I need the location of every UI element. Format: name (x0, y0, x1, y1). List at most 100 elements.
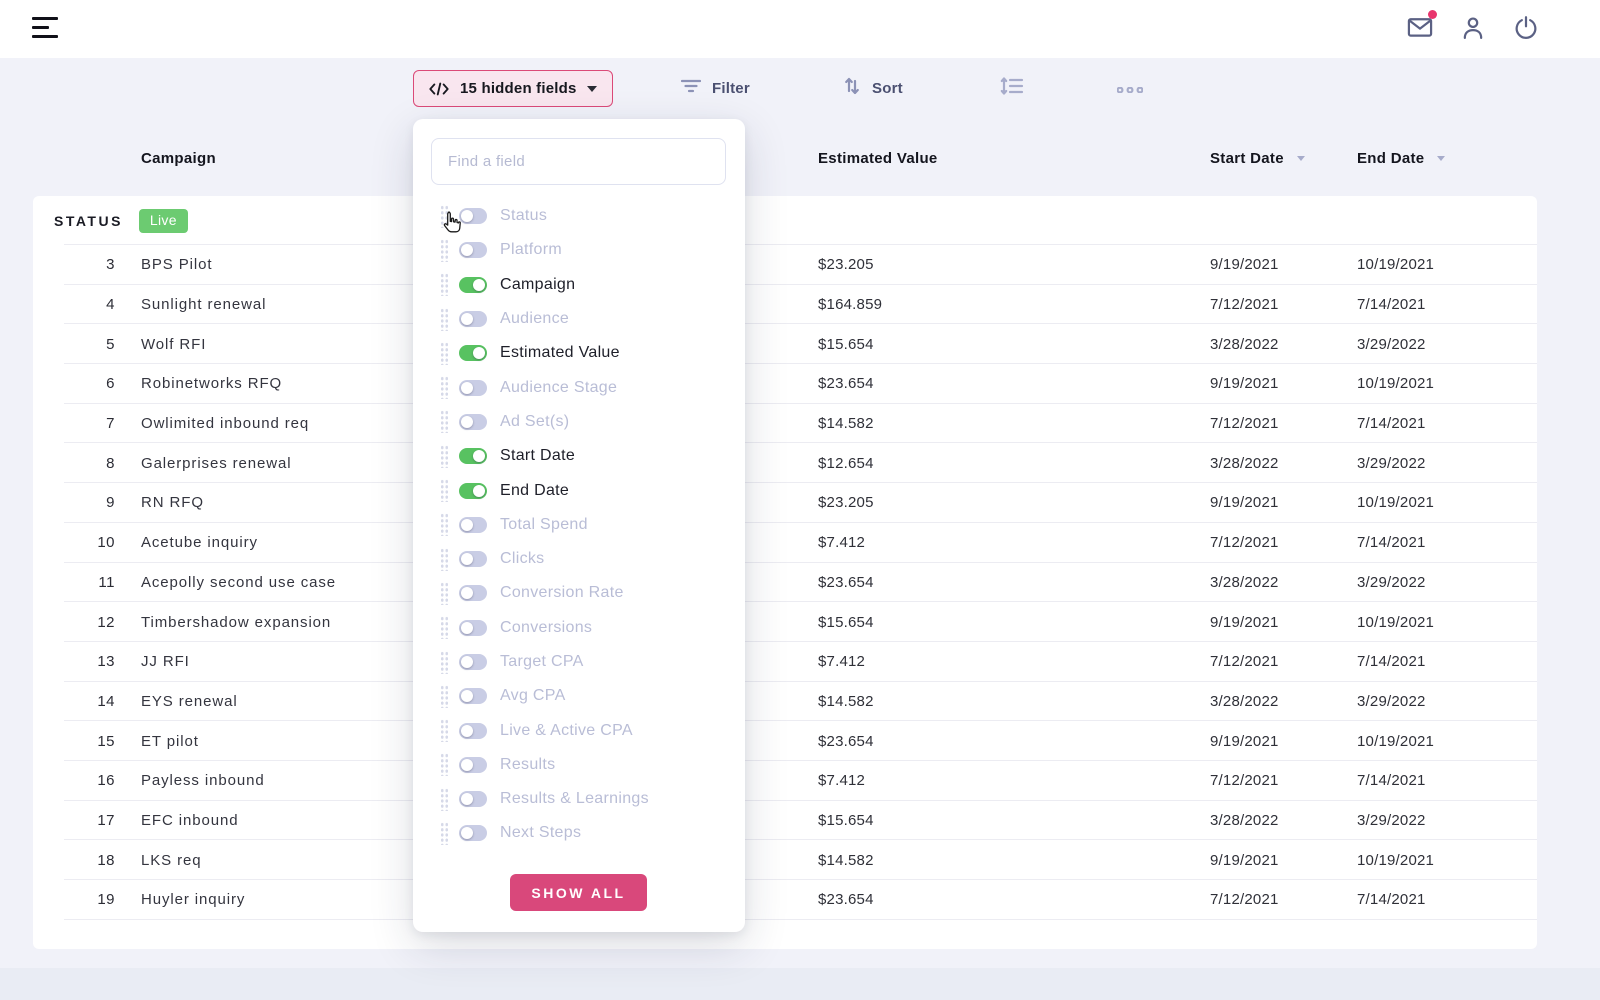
cell-end-date[interactable]: 3/29/2022 (1357, 573, 1426, 591)
cell-end-date[interactable]: 10/19/2021 (1357, 613, 1435, 631)
user-icon[interactable] (1459, 14, 1487, 42)
sort-button[interactable]: Sort (843, 70, 903, 107)
table-row[interactable]: 3 BPS Pilot $23.205 9/19/2021 10/19/2021 (33, 245, 1537, 285)
cell-campaign[interactable]: JJ RFI (141, 653, 190, 671)
cell-estimated-value[interactable]: $7.412 (818, 534, 866, 552)
cell-estimated-value[interactable]: $23.654 (818, 573, 874, 591)
table-row[interactable]: 17 EFC inbound $15.654 3/28/2022 3/29/20… (33, 801, 1537, 841)
cell-end-date[interactable]: 10/19/2021 (1357, 732, 1435, 750)
cell-campaign[interactable]: EFC inbound (141, 811, 239, 829)
field-toggle-switch[interactable] (459, 413, 487, 430)
cell-start-date[interactable]: 3/28/2022 (1210, 573, 1279, 591)
drag-handle-icon[interactable] (440, 547, 449, 571)
field-label[interactable]: Status (500, 207, 548, 225)
cell-estimated-value[interactable]: $23.654 (818, 732, 874, 750)
cell-campaign[interactable]: Payless inbound (141, 772, 265, 790)
cell-estimated-value[interactable]: $7.412 (818, 772, 866, 790)
table-row[interactable]: 8 Galerprises renewal $12.654 3/28/2022 … (33, 443, 1537, 483)
field-toggle-switch[interactable] (459, 482, 487, 499)
field-label[interactable]: End Date (500, 481, 570, 499)
column-header-end-date[interactable]: End Date (1357, 150, 1537, 167)
field-label[interactable]: Campaign (500, 275, 576, 293)
cell-start-date[interactable]: 7/12/2021 (1210, 653, 1279, 671)
drag-handle-icon[interactable] (440, 479, 449, 503)
field-label[interactable]: Avg CPA (500, 687, 566, 705)
cell-end-date[interactable]: 7/14/2021 (1357, 415, 1426, 433)
field-label[interactable]: Conversion Rate (500, 584, 624, 602)
drag-handle-icon[interactable] (440, 307, 449, 331)
cell-campaign[interactable]: Galerprises renewal (141, 454, 292, 472)
table-row[interactable]: 13 JJ RFI $7.412 7/12/2021 7/14/2021 (33, 642, 1537, 682)
field-toggle-switch[interactable] (459, 791, 487, 808)
cell-end-date[interactable]: 3/29/2022 (1357, 335, 1426, 353)
cell-end-date[interactable]: 10/19/2021 (1357, 851, 1435, 869)
sort-caret-icon[interactable] (1437, 155, 1446, 161)
cell-start-date[interactable]: 7/12/2021 (1210, 772, 1279, 790)
cell-start-date[interactable]: 9/19/2021 (1210, 613, 1279, 631)
cell-end-date[interactable]: 3/29/2022 (1357, 692, 1426, 710)
field-toggle-switch[interactable] (459, 619, 487, 636)
drag-handle-icon[interactable] (440, 684, 449, 708)
cell-estimated-value[interactable]: $7.412 (818, 653, 866, 671)
cell-campaign[interactable]: Robinetworks RFQ (141, 375, 283, 393)
drag-handle-icon[interactable] (440, 444, 449, 468)
drag-handle-icon[interactable] (440, 341, 449, 365)
cell-start-date[interactable]: 3/28/2022 (1210, 454, 1279, 472)
table-row[interactable]: 5 Wolf RFI $15.654 3/28/2022 3/29/2022 (33, 324, 1537, 364)
field-toggle-switch[interactable] (459, 722, 487, 739)
cell-start-date[interactable]: 7/12/2021 (1210, 891, 1279, 909)
more-options-button[interactable] (1116, 70, 1144, 107)
cell-campaign[interactable]: Huyler inquiry (141, 891, 246, 909)
table-row[interactable]: 11 Acepolly second use case $23.654 3/28… (33, 563, 1537, 603)
power-icon[interactable] (1512, 14, 1540, 42)
cell-end-date[interactable]: 3/29/2022 (1357, 811, 1426, 829)
field-toggle-switch[interactable] (459, 242, 487, 259)
field-toggle-switch[interactable] (459, 276, 487, 293)
cell-campaign[interactable]: Sunlight renewal (141, 296, 267, 314)
cell-start-date[interactable]: 7/12/2021 (1210, 534, 1279, 552)
cell-estimated-value[interactable]: $15.654 (818, 613, 874, 631)
cell-campaign[interactable]: Acepolly second use case (141, 573, 337, 591)
drag-handle-icon[interactable] (440, 787, 449, 811)
field-toggle-switch[interactable] (459, 654, 487, 670)
field-toggle-switch[interactable] (459, 688, 487, 705)
cell-end-date[interactable]: 7/14/2021 (1357, 891, 1426, 909)
row-height-button[interactable] (1000, 70, 1024, 107)
drag-handle-icon[interactable] (440, 410, 449, 434)
field-label[interactable]: Audience Stage (500, 378, 618, 396)
drag-handle-icon[interactable] (440, 273, 449, 297)
status-badge[interactable]: Live (138, 208, 188, 233)
cell-campaign[interactable]: ET pilot (141, 732, 199, 750)
cell-campaign[interactable]: Acetube inquiry (141, 534, 258, 552)
field-label[interactable]: Conversions (500, 618, 593, 636)
cell-estimated-value[interactable]: $14.582 (818, 692, 874, 710)
cell-start-date[interactable]: 7/12/2021 (1210, 415, 1279, 433)
cell-start-date[interactable]: 9/19/2021 (1210, 256, 1279, 274)
cell-start-date[interactable]: 3/28/2022 (1210, 335, 1279, 353)
mail-icon[interactable] (1406, 10, 1437, 42)
field-toggle-switch[interactable] (459, 345, 487, 362)
cell-start-date[interactable]: 3/28/2022 (1210, 811, 1279, 829)
field-toggle-switch[interactable] (459, 208, 487, 225)
field-label[interactable]: Target CPA (500, 653, 584, 670)
field-label[interactable]: Audience (500, 310, 570, 328)
cell-campaign[interactable]: Wolf RFI (141, 335, 207, 353)
cell-estimated-value[interactable]: $14.582 (818, 415, 874, 433)
cell-start-date[interactable]: 9/19/2021 (1210, 732, 1279, 750)
cell-estimated-value[interactable]: $15.654 (818, 811, 874, 829)
field-label[interactable]: Ad Set(s) (500, 412, 570, 430)
drag-handle-icon[interactable] (440, 616, 449, 640)
cell-start-date[interactable]: 7/12/2021 (1210, 296, 1279, 314)
cell-campaign[interactable]: Owlimited inbound req (141, 415, 310, 433)
cell-estimated-value[interactable]: $23.205 (818, 256, 874, 274)
cell-campaign[interactable]: LKS req (141, 851, 202, 869)
table-row[interactable]: 19 Huyler inquiry $23.654 7/12/2021 7/14… (33, 880, 1537, 920)
table-row[interactable]: 4 Sunlight renewal $164.859 7/12/2021 7/… (33, 285, 1537, 325)
cell-start-date[interactable]: 9/19/2021 (1210, 494, 1279, 512)
cell-estimated-value[interactable]: $164.859 (818, 296, 883, 314)
field-toggle-switch[interactable] (459, 756, 487, 773)
cell-estimated-value[interactable]: $23.654 (818, 375, 874, 393)
table-row[interactable]: 10 Acetube inquiry $7.412 7/12/2021 7/14… (33, 523, 1537, 563)
field-label[interactable]: Platform (500, 241, 562, 259)
field-label[interactable]: Clicks (500, 550, 545, 568)
